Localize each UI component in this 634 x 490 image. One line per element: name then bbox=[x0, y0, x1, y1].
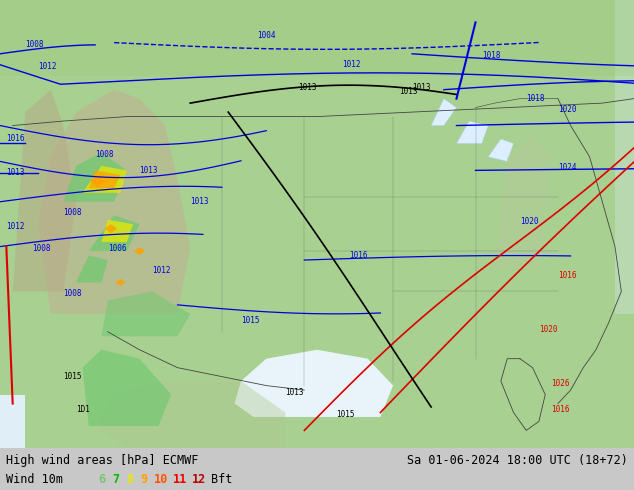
Text: 1015: 1015 bbox=[63, 372, 82, 381]
Text: 6: 6 bbox=[98, 473, 105, 486]
Polygon shape bbox=[0, 394, 25, 448]
Text: 1015: 1015 bbox=[336, 410, 354, 419]
Text: 1008: 1008 bbox=[63, 208, 82, 217]
Text: 1D1: 1D1 bbox=[76, 406, 90, 415]
Text: 1020: 1020 bbox=[539, 325, 557, 334]
Polygon shape bbox=[13, 90, 76, 292]
Polygon shape bbox=[488, 139, 514, 161]
Polygon shape bbox=[101, 220, 133, 242]
Text: 9: 9 bbox=[140, 473, 147, 486]
Text: 1012: 1012 bbox=[342, 60, 361, 69]
Polygon shape bbox=[91, 176, 106, 187]
Polygon shape bbox=[615, 0, 634, 314]
Text: 1004: 1004 bbox=[257, 31, 276, 40]
Text: 1013: 1013 bbox=[6, 168, 25, 177]
Text: 7: 7 bbox=[112, 473, 119, 486]
Text: 1013: 1013 bbox=[190, 197, 209, 206]
Text: 1008: 1008 bbox=[25, 40, 44, 49]
Polygon shape bbox=[89, 215, 139, 251]
Text: 8: 8 bbox=[126, 473, 133, 486]
Text: 1018: 1018 bbox=[482, 51, 500, 60]
Polygon shape bbox=[431, 98, 456, 125]
Polygon shape bbox=[0, 0, 634, 76]
Polygon shape bbox=[456, 121, 488, 144]
Polygon shape bbox=[63, 152, 127, 202]
Text: Wind 10m: Wind 10m bbox=[6, 473, 63, 486]
Polygon shape bbox=[101, 292, 190, 336]
Text: 1020: 1020 bbox=[558, 105, 576, 114]
Text: 1026: 1026 bbox=[552, 379, 570, 388]
Text: 1015: 1015 bbox=[241, 316, 259, 325]
Text: 1016: 1016 bbox=[558, 271, 576, 280]
Text: 1016: 1016 bbox=[552, 406, 570, 415]
Text: High wind areas [hPa] ECMWF: High wind areas [hPa] ECMWF bbox=[6, 454, 198, 466]
Polygon shape bbox=[76, 256, 108, 282]
Text: 1012: 1012 bbox=[38, 63, 56, 72]
Text: 1018: 1018 bbox=[526, 94, 545, 103]
Text: 12: 12 bbox=[192, 473, 206, 486]
Polygon shape bbox=[235, 350, 393, 417]
Text: 1016: 1016 bbox=[6, 134, 25, 143]
Text: Bft: Bft bbox=[211, 473, 233, 486]
Text: 1008: 1008 bbox=[63, 289, 82, 298]
Polygon shape bbox=[105, 224, 117, 233]
Text: 1013: 1013 bbox=[139, 166, 158, 174]
Polygon shape bbox=[95, 381, 285, 448]
Text: 1012: 1012 bbox=[6, 221, 25, 231]
Polygon shape bbox=[82, 166, 127, 193]
Text: 1016: 1016 bbox=[349, 251, 367, 260]
Text: 1013: 1013 bbox=[298, 83, 316, 92]
Text: 1012: 1012 bbox=[152, 267, 171, 275]
Text: 1013: 1013 bbox=[399, 87, 418, 96]
Polygon shape bbox=[134, 247, 145, 255]
Text: 1008: 1008 bbox=[95, 150, 113, 159]
Text: 1008: 1008 bbox=[32, 244, 50, 253]
Text: 1020: 1020 bbox=[520, 217, 538, 226]
Polygon shape bbox=[82, 350, 171, 426]
Polygon shape bbox=[38, 90, 190, 314]
Text: 1006: 1006 bbox=[108, 244, 126, 253]
Text: 1013: 1013 bbox=[285, 388, 304, 396]
Polygon shape bbox=[89, 171, 120, 188]
Text: 1024: 1024 bbox=[558, 163, 576, 172]
Polygon shape bbox=[495, 135, 552, 269]
Polygon shape bbox=[115, 279, 126, 286]
Text: 11: 11 bbox=[173, 473, 187, 486]
Text: Sa 01-06-2024 18:00 UTC (18+72): Sa 01-06-2024 18:00 UTC (18+72) bbox=[407, 454, 628, 466]
Text: 10: 10 bbox=[154, 473, 168, 486]
Text: 1013: 1013 bbox=[412, 83, 430, 92]
